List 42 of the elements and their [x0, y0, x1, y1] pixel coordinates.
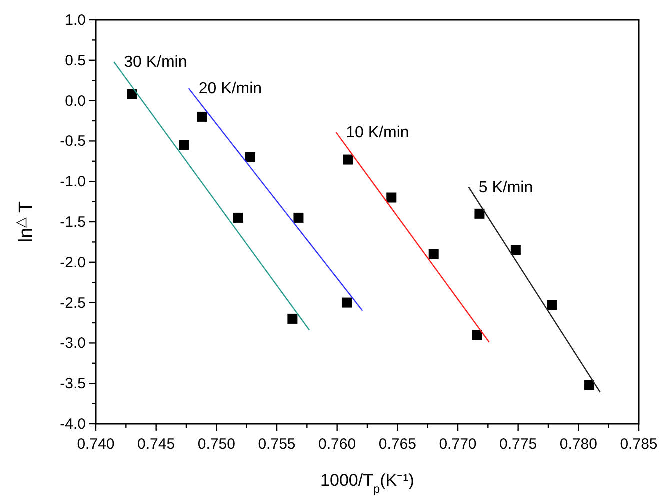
- y-tick-label: -0.5: [60, 133, 86, 150]
- series-label: 10 K/min: [346, 124, 410, 142]
- series-label: 5 K/min: [478, 179, 534, 196]
- point: [474, 208, 485, 219]
- y-tick-label: 0.5: [65, 52, 86, 70]
- y-tick-label: -2.5: [60, 294, 86, 312]
- x-tick-label: 0.770: [439, 436, 477, 453]
- point: [472, 330, 482, 340]
- series-label: 20 K/min: [198, 80, 262, 98]
- y-tick-label: -4.0: [60, 416, 86, 433]
- point: [233, 212, 244, 223]
- x-tick-label: 0.745: [138, 436, 176, 453]
- point: [245, 152, 256, 162]
- point: [127, 89, 138, 100]
- y-tick-label: -3.0: [60, 335, 86, 352]
- y-tick-label: 1.0: [65, 12, 86, 29]
- point: [342, 298, 352, 308]
- y-tick-label: 0.0: [65, 92, 86, 110]
- point: [428, 249, 439, 260]
- y-tick-label: -3.5: [60, 376, 86, 393]
- x-tick-label: 0.750: [198, 436, 236, 453]
- point: [288, 314, 298, 324]
- x-tick-label: 0.740: [77, 436, 115, 453]
- y-tick-label: -1.0: [60, 174, 86, 191]
- x-tick-label: 0.785: [620, 436, 658, 453]
- point: [294, 212, 304, 223]
- point: [547, 300, 558, 310]
- series-label: 30 K/min: [124, 54, 188, 72]
- point: [386, 192, 397, 203]
- point: [179, 140, 190, 150]
- x-tick-label: 0.760: [318, 436, 356, 453]
- y-tick-label: -1.5: [60, 214, 86, 231]
- point: [197, 112, 208, 122]
- x-tick-label: 0.765: [378, 436, 416, 453]
- x-tick-label: 0.775: [500, 436, 538, 453]
- point: [343, 154, 354, 165]
- point: [510, 245, 521, 256]
- x-tick-label: 0.780: [560, 436, 598, 453]
- point: [584, 380, 595, 390]
- y-tick-label: -2.0: [60, 254, 86, 272]
- x-tick-label: 0.755: [258, 436, 296, 453]
- x-axis-title: 1000/T$_{p}$(K⁻¹): [320, 471, 414, 496]
